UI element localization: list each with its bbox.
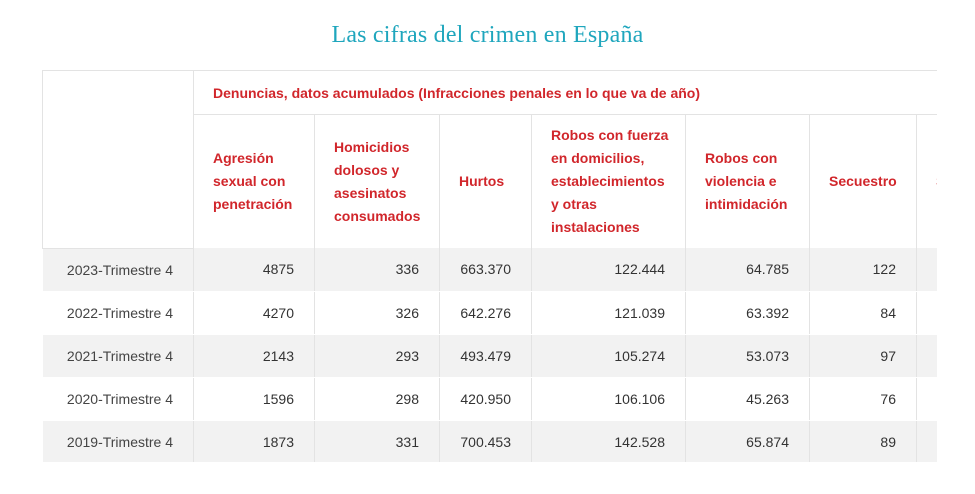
cell-value: 493.479 <box>439 334 532 378</box>
column-header-secuestro[interactable]: Secuestro <box>809 114 917 248</box>
cell-value: 76 <box>809 377 917 421</box>
cell-value: 663.370 <box>439 248 532 292</box>
crime-data-table-container[interactable]: Denuncias, datos acumulados (Infraccione… <box>42 70 937 462</box>
column-header-agresion-sexual[interactable]: Agresión sexual con penetración <box>193 114 315 248</box>
cell-value: 121.039 <box>531 291 686 335</box>
column-header-robos-violencia[interactable]: Robos con violencia e intimidación <box>685 114 810 248</box>
cell-value: 64.785 <box>685 248 810 292</box>
cell-value: 420.950 <box>439 377 532 421</box>
cell-value: 89 <box>809 420 917 462</box>
cell-value: 45.263 <box>685 377 810 421</box>
row-period: 2020-Trimestre 4 <box>42 377 194 421</box>
cell-value: 84 <box>809 291 917 335</box>
cell-value: 298 <box>314 377 440 421</box>
column-header-homicidios[interactable]: Homicidios dolosos y asesinatos consumad… <box>314 114 440 248</box>
cell-value <box>916 334 937 378</box>
cell-value <box>916 248 937 292</box>
cell-value: 326 <box>314 291 440 335</box>
cell-value: 1873 <box>193 420 315 462</box>
cell-value: 1596 <box>193 377 315 421</box>
row-period: 2022-Trimestre 4 <box>42 291 194 335</box>
table-row: 2023-Trimestre 4 4875 336 663.370 122.44… <box>42 248 937 292</box>
cell-value: 331 <box>314 420 440 462</box>
group-header: Denuncias, datos acumulados (Infraccione… <box>193 70 937 115</box>
corner-header-cell <box>42 70 194 249</box>
table-row: 2021-Trimestre 4 2143 293 493.479 105.27… <box>42 334 937 378</box>
cell-value <box>916 420 937 462</box>
cell-value: 293 <box>314 334 440 378</box>
table-row: 2020-Trimestre 4 1596 298 420.950 106.10… <box>42 377 937 421</box>
column-header-truncated[interactable]: S... <box>916 114 937 248</box>
row-period: 2021-Trimestre 4 <box>42 334 194 378</box>
cell-value: 4270 <box>193 291 315 335</box>
group-header-row: Denuncias, datos acumulados (Infraccione… <box>42 70 937 249</box>
cell-value: 63.392 <box>685 291 810 335</box>
cell-value: 122.444 <box>531 248 686 292</box>
table-row: 2019-Trimestre 4 1873 331 700.453 142.52… <box>42 420 937 462</box>
column-header-row: Agresión sexual con penetración Homicidi… <box>43 114 937 248</box>
cell-value: 4875 <box>193 248 315 292</box>
column-header-robos-fuerza[interactable]: Robos con fuerza en domicilios, establec… <box>531 114 686 248</box>
cell-value: 53.073 <box>685 334 810 378</box>
cell-value: 65.874 <box>685 420 810 462</box>
cell-value: 2143 <box>193 334 315 378</box>
table-row: 2022-Trimestre 4 4270 326 642.276 121.03… <box>42 291 937 335</box>
page-title: Las cifras del crimen en España <box>331 22 644 48</box>
cell-value: 105.274 <box>531 334 686 378</box>
cell-value: 122 <box>809 248 917 292</box>
crime-data-table: Denuncias, datos acumulados (Infraccione… <box>42 70 937 462</box>
column-header-hurtos[interactable]: Hurtos <box>439 114 532 248</box>
cell-value: 700.453 <box>439 420 532 462</box>
row-period: 2023-Trimestre 4 <box>42 248 194 292</box>
cell-value: 97 <box>809 334 917 378</box>
cell-value: 642.276 <box>439 291 532 335</box>
cell-value: 142.528 <box>531 420 686 462</box>
cell-value: 336 <box>314 248 440 292</box>
row-period: 2019-Trimestre 4 <box>42 420 194 462</box>
cell-value <box>916 291 937 335</box>
cell-value <box>916 377 937 421</box>
cell-value: 106.106 <box>531 377 686 421</box>
